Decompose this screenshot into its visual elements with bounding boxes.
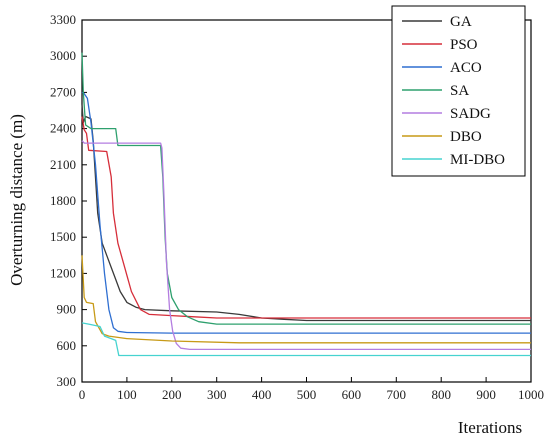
series-lines [81, 52, 531, 357]
legend-label-pso: PSO [450, 37, 478, 53]
legend-label-mi-dbo: MI-DBO [450, 152, 505, 168]
x-tick-label: 500 [297, 387, 317, 402]
series-line-sadg [81, 140, 531, 351]
y-tick-label: 2400 [50, 121, 76, 136]
y-tick-label: 3300 [50, 12, 76, 27]
series-line-pso [81, 116, 531, 319]
x-tick-label: 100 [117, 387, 137, 402]
x-tick-label: 1000 [518, 387, 544, 402]
legend-label-sadg: SADG [450, 106, 491, 122]
series-line-mi-dbo [81, 322, 531, 357]
legend-label-sa: SA [450, 83, 469, 99]
x-tick-label: 700 [387, 387, 407, 402]
x-tick-label: 600 [342, 387, 362, 402]
x-tick-label: 800 [431, 387, 451, 402]
y-tick-label: 1800 [50, 193, 76, 208]
x-tick-label: 400 [252, 387, 272, 402]
y-tick-label: 300 [57, 374, 77, 389]
legend: GA PSO ACO SA SADG DBO MI-DBO [391, 5, 526, 177]
y-tick-label: 2100 [50, 157, 76, 172]
axis-ticks: 0 100 200 300 400 500 600 700 800 900 1000 300 600 90… [50, 12, 544, 402]
y-tick-label: 3000 [50, 48, 76, 63]
series-line-dbo [81, 255, 531, 344]
y-tick-label: 900 [57, 302, 77, 317]
x-tick-label: 300 [207, 387, 227, 402]
y-axis-title: Overturning distance (m) [7, 114, 26, 286]
legend-box [391, 5, 526, 177]
legend-label-aco: ACO [450, 60, 482, 76]
x-tick-label: 0 [79, 387, 86, 402]
x-tick-label: 900 [476, 387, 496, 402]
legend-label-dbo: DBO [450, 129, 482, 145]
x-tick-label: 200 [162, 387, 182, 402]
series-line-aco [81, 91, 531, 334]
legend-label-ga: GA [450, 14, 472, 30]
y-tick-label: 600 [57, 338, 77, 353]
x-axis-title: Iterations [458, 418, 522, 437]
y-tick-label: 1500 [50, 229, 76, 244]
y-tick-label: 1200 [50, 265, 76, 280]
y-tick-label: 2700 [50, 84, 76, 99]
